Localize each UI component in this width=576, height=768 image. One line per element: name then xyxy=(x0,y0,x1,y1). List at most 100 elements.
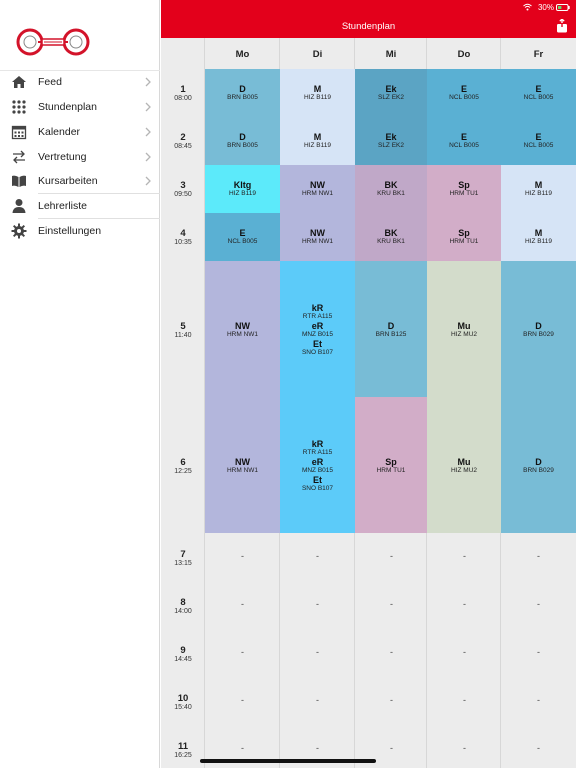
sidebar-item-label: Lehrerliste xyxy=(38,200,88,212)
sidebar-item-label: Kursarbeiten xyxy=(38,175,98,187)
lesson-cell[interactable]: kR RTR A115 eR MNZ B015 Et SNO B107 xyxy=(280,261,355,397)
sidebar-item-label: Vertretung xyxy=(38,151,87,163)
day-header-fr: Fr xyxy=(533,49,544,60)
lesson-cell[interactable]: D BRN B029 xyxy=(501,397,576,533)
empty-slot: - xyxy=(241,743,244,753)
period-time: 09:50 xyxy=(174,191,192,198)
lesson-subject: M xyxy=(313,132,322,142)
sidebar-item-label: Einstellungen xyxy=(38,225,102,237)
lesson-cell[interactable]: Ek SLZ EK2 xyxy=(355,69,427,117)
lesson-cell[interactable]: Mu HIZ MU2 xyxy=(427,261,501,397)
empty-slot: - xyxy=(537,599,540,609)
lesson-cell[interactable]: BK KRU BK1 xyxy=(355,213,427,261)
period-time: 08:00 xyxy=(174,95,192,102)
lesson-room: HIZ MU2 xyxy=(451,467,477,474)
lesson-cell[interactable]: M HIZ B119 xyxy=(501,213,576,261)
chevron-right-icon xyxy=(145,77,151,87)
sidebar-item-label: Kalender xyxy=(38,126,81,138)
period-number: 9 xyxy=(180,645,186,656)
period-number: 7 xyxy=(180,549,186,560)
lesson-cell[interactable]: E NCL B005 xyxy=(427,117,501,165)
lesson-cell[interactable]: Ek SLZ EK2 xyxy=(355,117,427,165)
lesson-room: RTR A115 xyxy=(302,313,333,320)
lesson-subject: NW xyxy=(235,321,250,331)
period-number: 11 xyxy=(177,741,189,752)
lesson-cell[interactable]: Sp HRM TU1 xyxy=(355,397,427,533)
lesson-subject: E xyxy=(239,228,246,238)
lesson-cell[interactable]: Sp HRM TU1 xyxy=(427,213,501,261)
lesson-cell[interactable]: Kltg HIZ B119 xyxy=(205,165,280,213)
lesson-subject: BK xyxy=(384,228,398,238)
sidebar-item-einstellungen[interactable]: Einstellungen xyxy=(0,219,160,243)
gear-icon xyxy=(11,223,27,239)
sidebar-item-kalender[interactable]: Kalender xyxy=(0,120,160,144)
lesson-cell[interactable]: D BRN B005 xyxy=(205,69,280,117)
lesson-room: HRM TU1 xyxy=(449,238,479,245)
period-number: 3 xyxy=(180,180,186,191)
lesson-room: NCL B005 xyxy=(449,142,479,149)
lesson-subject: D xyxy=(387,321,395,331)
lesson-cell[interactable]: E NCL B005 xyxy=(501,69,576,117)
lesson-room: HIZ B119 xyxy=(525,238,552,245)
status-bar: 30% xyxy=(161,0,576,16)
period-number: 1 xyxy=(180,84,186,95)
lesson-cell[interactable]: D BRN B125 xyxy=(355,261,427,397)
sidebar-item-vertretung[interactable]: Vertretung xyxy=(0,145,160,169)
lesson-subject: Ek xyxy=(385,132,397,142)
sidebar-divider xyxy=(38,193,160,194)
lesson-subject: Sp xyxy=(458,228,470,238)
lesson-cell[interactable]: NW HRM NW1 xyxy=(280,213,355,261)
period-number: 2 xyxy=(180,132,186,143)
sidebar: Feed Stundenplan Kalender xyxy=(0,0,160,768)
lesson-cell[interactable]: D BRN B005 xyxy=(205,117,280,165)
lesson-cell[interactable]: NW HRM NW1 xyxy=(205,397,280,533)
share-icon[interactable] xyxy=(556,19,568,33)
lesson-subject: E xyxy=(535,84,542,94)
battery-icon xyxy=(556,4,570,11)
lesson-subject: E xyxy=(460,132,467,142)
lesson-cell[interactable]: E NCL B005 xyxy=(501,117,576,165)
lesson-cell[interactable]: Sp HRM TU1 xyxy=(427,165,501,213)
lesson-room: HIZ B119 xyxy=(229,190,256,197)
period-time: 11:40 xyxy=(174,332,192,339)
lesson-cell[interactable]: M HIZ B119 xyxy=(280,69,355,117)
lesson-cell[interactable]: E NCL B005 xyxy=(205,213,280,261)
lesson-room: BRN B125 xyxy=(375,331,407,338)
page-title: Stundenplan xyxy=(341,21,396,32)
lesson-subject: Et xyxy=(313,475,322,485)
sidebar-item-feed[interactable]: Feed xyxy=(0,70,160,94)
lesson-cell[interactable]: NW HRM NW1 xyxy=(280,165,355,213)
empty-slot: - xyxy=(537,647,540,657)
lesson-cell[interactable]: M HIZ B119 xyxy=(501,165,576,213)
sidebar-item-kursarbeiten[interactable]: Kursarbeiten xyxy=(0,169,160,193)
lesson-room: BRN B005 xyxy=(227,142,258,149)
swap-icon xyxy=(13,150,25,164)
empty-slot: - xyxy=(241,695,244,705)
lesson-subject: D xyxy=(535,321,542,331)
empty-slot: - xyxy=(463,599,466,609)
lesson-cell[interactable]: D BRN B029 xyxy=(501,261,576,397)
lesson-cell[interactable]: M HIZ B119 xyxy=(280,117,355,165)
empty-slot: - xyxy=(390,551,393,561)
lesson-room: HIZ B119 xyxy=(304,94,331,101)
sidebar-item-lehrerliste[interactable]: Lehrerliste xyxy=(0,194,160,218)
empty-slot: - xyxy=(316,647,319,657)
chevron-right-icon xyxy=(145,152,151,162)
sidebar-item-stundenplan[interactable]: Stundenplan xyxy=(0,95,160,119)
lesson-cell[interactable]: Mu HIZ MU2 xyxy=(427,397,501,533)
lesson-cell[interactable]: NW HRM NW1 xyxy=(205,261,280,397)
lesson-subject: BK xyxy=(384,180,398,190)
home-icon xyxy=(12,76,26,88)
empty-slot: - xyxy=(537,695,540,705)
lesson-subject: Mu xyxy=(457,457,471,467)
lesson-cell[interactable]: E NCL B005 xyxy=(427,69,501,117)
lesson-cell[interactable]: kR RTR A115 eR MNZ B015 Et SNO B107 xyxy=(280,397,355,533)
chevron-right-icon xyxy=(145,127,151,137)
lesson-room: HRM NW1 xyxy=(301,238,334,245)
lesson-cell[interactable]: BK KRU BK1 xyxy=(355,165,427,213)
lesson-subject: M xyxy=(534,180,543,190)
period-time: 12:25 xyxy=(174,468,192,475)
calendar-icon xyxy=(11,125,27,140)
lesson-room: MNZ B015 xyxy=(301,331,334,338)
lesson-subject: D xyxy=(239,84,246,94)
